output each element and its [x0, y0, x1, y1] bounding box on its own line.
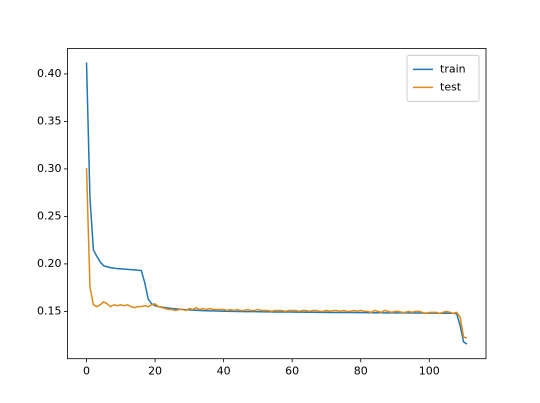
x-tick-label: 20 [148, 365, 162, 378]
y-tick-label: 0.40 [37, 67, 62, 80]
line [85, 167, 468, 339]
legend-label: train [440, 62, 466, 75]
axes-frame [67, 48, 487, 360]
x-tick-label: 60 [285, 365, 299, 378]
y-tick-label: 0.15 [37, 304, 62, 317]
y-tick-label: 0.30 [37, 162, 62, 175]
y-tick-label: 0.20 [37, 257, 62, 270]
x-tick-label: 40 [217, 365, 231, 378]
y-tick-label: 0.25 [37, 209, 62, 222]
legend-box [406, 54, 480, 102]
y-tick-label: 0.35 [37, 114, 62, 127]
legend-label: test [440, 80, 462, 93]
x-tick-label: 80 [354, 365, 368, 378]
line [85, 62, 468, 345]
x-tick-label: 0 [83, 365, 90, 378]
x-tick-label: 100 [419, 365, 440, 378]
